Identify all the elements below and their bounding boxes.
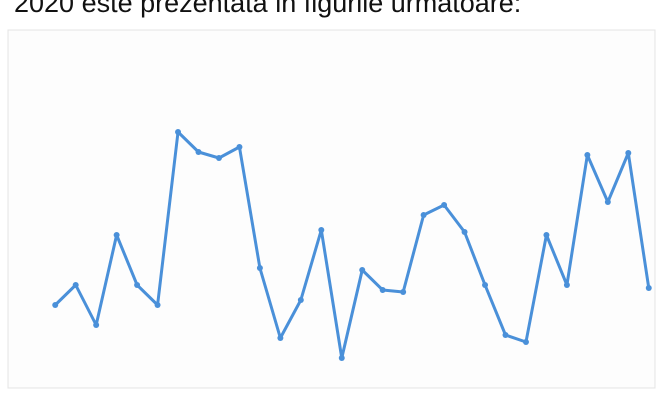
data-point [420,212,427,218]
chart-frame [7,29,656,389]
data-point [256,265,263,271]
data-point [645,285,652,291]
data-point [400,289,407,295]
data-point [604,199,611,205]
data-point [338,355,345,361]
data-point [625,150,632,156]
data-point [563,282,570,288]
data-point [236,144,243,150]
data-point [482,282,489,288]
data-point [113,232,120,238]
data-point [72,282,79,288]
data-point [297,297,304,303]
data-point [502,332,509,338]
data-point [277,335,284,341]
data-point [522,339,529,345]
data-point [215,155,222,161]
heading: 2020 este prezentata in figurile urmatoa… [14,0,522,18]
data-point [584,152,591,158]
data-point [195,149,202,155]
data-point [441,202,448,208]
data-point [359,267,366,273]
data-point [93,322,100,328]
data-point [52,302,59,308]
data-point [318,227,325,233]
data-point [134,282,141,288]
data-point [379,287,386,293]
data-point [543,232,550,238]
data-point [154,302,161,308]
data-point [461,229,468,235]
data-line [54,130,651,360]
data-point [175,129,182,135]
